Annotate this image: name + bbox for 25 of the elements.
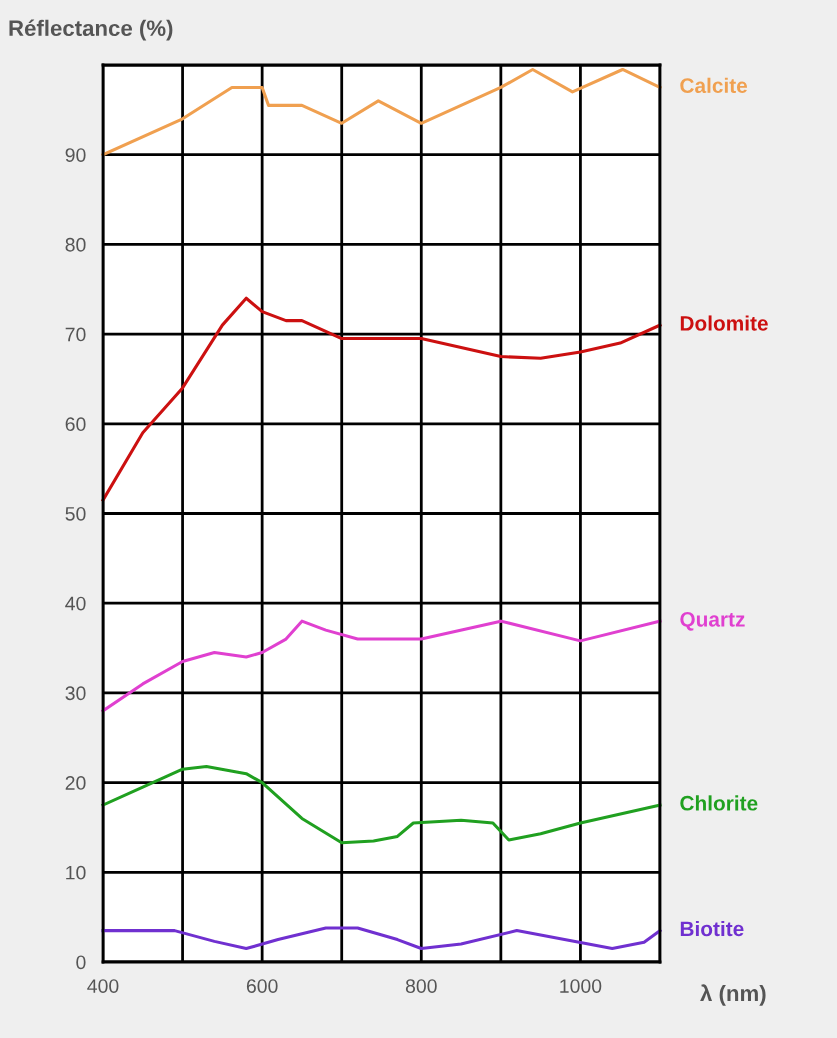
x-tick-label: 400 xyxy=(87,979,119,993)
y-axis-title: Réflectance (%) xyxy=(9,19,173,41)
y-tick-label: 90 xyxy=(65,148,86,162)
series-label: Quartz xyxy=(680,611,745,631)
y-tick-label: 0 xyxy=(76,955,86,970)
x-tick-label: 1000 xyxy=(560,979,602,993)
y-tick-label: 80 xyxy=(65,237,86,252)
y-tick-label: 20 xyxy=(65,776,86,790)
y-tick-label: 40 xyxy=(65,596,86,611)
line-series xyxy=(101,764,662,845)
y-tick-label: 70 xyxy=(65,327,86,342)
line-series xyxy=(101,619,662,713)
x-tick-label: 600 xyxy=(246,979,278,993)
series-label: Calcite xyxy=(680,77,748,94)
y-tick-label: 10 xyxy=(66,865,86,880)
line-series xyxy=(101,296,662,502)
series-label: Biotite xyxy=(680,920,744,937)
y-tick-label: 50 xyxy=(65,506,86,521)
series-label: Chlorite xyxy=(680,795,758,811)
x-axis-title: λ (nm) xyxy=(700,984,766,1006)
y-tick-label: 30 xyxy=(65,686,86,701)
series-label: Dolomite xyxy=(680,315,768,331)
x-tick-label: 800 xyxy=(405,979,437,993)
line-series xyxy=(101,926,662,951)
y-tick-label: 60 xyxy=(65,417,86,432)
